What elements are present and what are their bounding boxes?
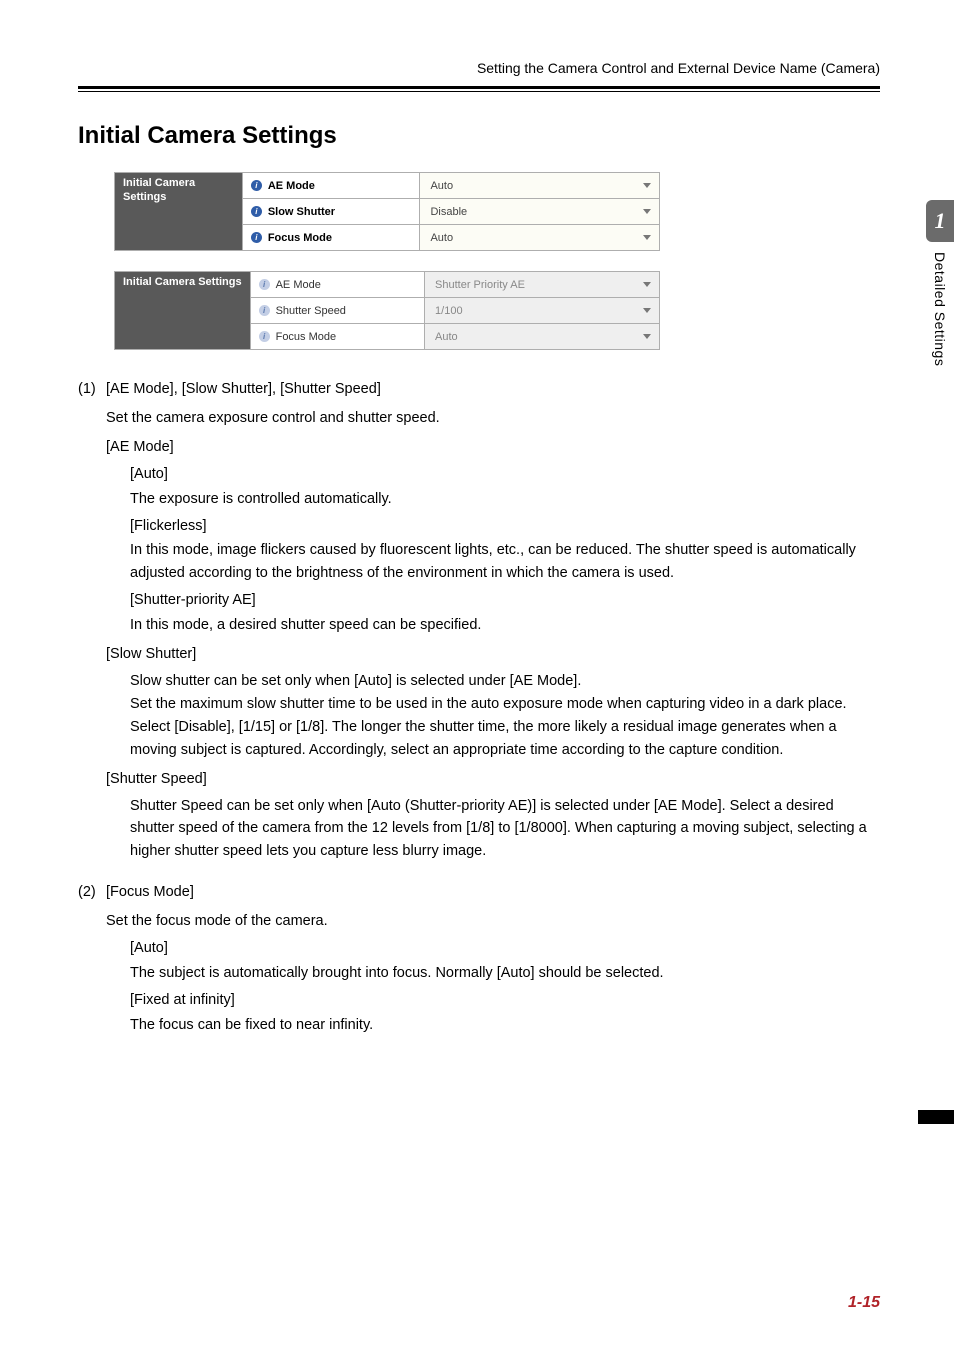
info-icon: i xyxy=(251,180,262,191)
settings-group-header: Initial Camera Settings xyxy=(115,272,251,350)
dropdown-value: 1/100 xyxy=(435,305,463,317)
setting-label: iAE Mode xyxy=(250,272,424,298)
chevron-down-icon xyxy=(643,334,651,339)
settings-table-1: Initial CameraSettingsiAE Mode Auto iSlow … xyxy=(114,172,880,251)
settings-group-header: Initial CameraSettings xyxy=(115,173,243,251)
setting-dropdown[interactable]: Disable xyxy=(420,199,659,224)
sub-heading: [AE Mode] xyxy=(106,436,880,459)
dropdown-value: Disable xyxy=(430,206,467,218)
chevron-down-icon xyxy=(643,282,651,287)
sub-heading: [Slow Shutter] xyxy=(106,643,880,666)
option-label: [Auto] xyxy=(130,463,880,486)
option-text: The exposure is controlled automatically… xyxy=(130,488,880,511)
option-text: The focus can be fixed to near infinity. xyxy=(130,1014,880,1037)
option-text: In this mode, a desired shutter speed ca… xyxy=(130,614,880,637)
sub-heading: [Shutter Speed] xyxy=(106,768,880,791)
side-tab: 1 Detailed Settings xyxy=(926,200,954,366)
setting-dropdown[interactable]: Auto xyxy=(420,173,659,198)
info-icon: i xyxy=(259,331,270,342)
info-icon: i xyxy=(259,305,270,316)
setting-label: iFocus Mode xyxy=(242,225,420,251)
chevron-down-icon xyxy=(643,235,651,240)
settings-table-2: Initial Camera SettingsiAE Mode Shutter P… xyxy=(114,271,880,350)
section-title: Initial Camera Settings xyxy=(78,122,880,150)
dropdown-value: Shutter Priority AE xyxy=(435,279,525,291)
option-label: [Shutter-priority AE] xyxy=(130,589,880,612)
info-icon: i xyxy=(259,279,270,290)
dropdown-value: Auto xyxy=(430,180,453,192)
option-label: [Fixed at infinity] xyxy=(130,989,880,1012)
item-title: [AE Mode], [Slow Shutter], [Shutter Spee… xyxy=(106,378,381,401)
chevron-down-icon xyxy=(643,308,651,313)
option-text: Slow shutter can be set only when [Auto]… xyxy=(130,670,880,762)
setting-dropdown[interactable]: Shutter Priority AE xyxy=(425,272,659,297)
header-divider xyxy=(78,86,880,92)
item-title: [Focus Mode] xyxy=(106,881,194,904)
chapter-badge: 1 xyxy=(926,200,954,242)
setting-dropdown[interactable]: Auto xyxy=(420,225,659,250)
setting-label: iAE Mode xyxy=(242,173,420,199)
side-label: Detailed Settings xyxy=(932,252,948,366)
dropdown-value: Auto xyxy=(435,331,458,343)
page-number: 1-15 xyxy=(848,1294,880,1312)
setting-dropdown[interactable]: 1/100 xyxy=(425,298,659,323)
body-content: (1)[AE Mode], [Slow Shutter], [Shutter S… xyxy=(78,378,880,1055)
setting-label: iShutter Speed xyxy=(250,298,424,324)
option-text: In this mode, image flickers caused by f… xyxy=(130,539,880,585)
chevron-down-icon xyxy=(643,183,651,188)
setting-label: iSlow Shutter xyxy=(242,199,420,225)
dropdown-value: Auto xyxy=(430,232,453,244)
page-header: Setting the Camera Control and External … xyxy=(78,60,880,82)
info-icon: i xyxy=(251,232,262,243)
setting-dropdown[interactable]: Auto xyxy=(425,324,659,349)
option-label: [Auto] xyxy=(130,937,880,960)
option-text: The subject is automatically brought int… xyxy=(130,962,880,985)
item-number: (1) xyxy=(78,378,106,401)
option-text: Shutter Speed can be set only when [Auto… xyxy=(130,795,880,864)
item-intro: Set the camera exposure control and shut… xyxy=(106,407,880,430)
page-marker xyxy=(918,1110,954,1124)
chevron-down-icon xyxy=(643,209,651,214)
item-intro: Set the focus mode of the camera. xyxy=(106,910,880,933)
item-number: (2) xyxy=(78,881,106,904)
setting-label: iFocus Mode xyxy=(250,324,424,350)
info-icon: i xyxy=(251,206,262,217)
option-label: [Flickerless] xyxy=(130,515,880,538)
